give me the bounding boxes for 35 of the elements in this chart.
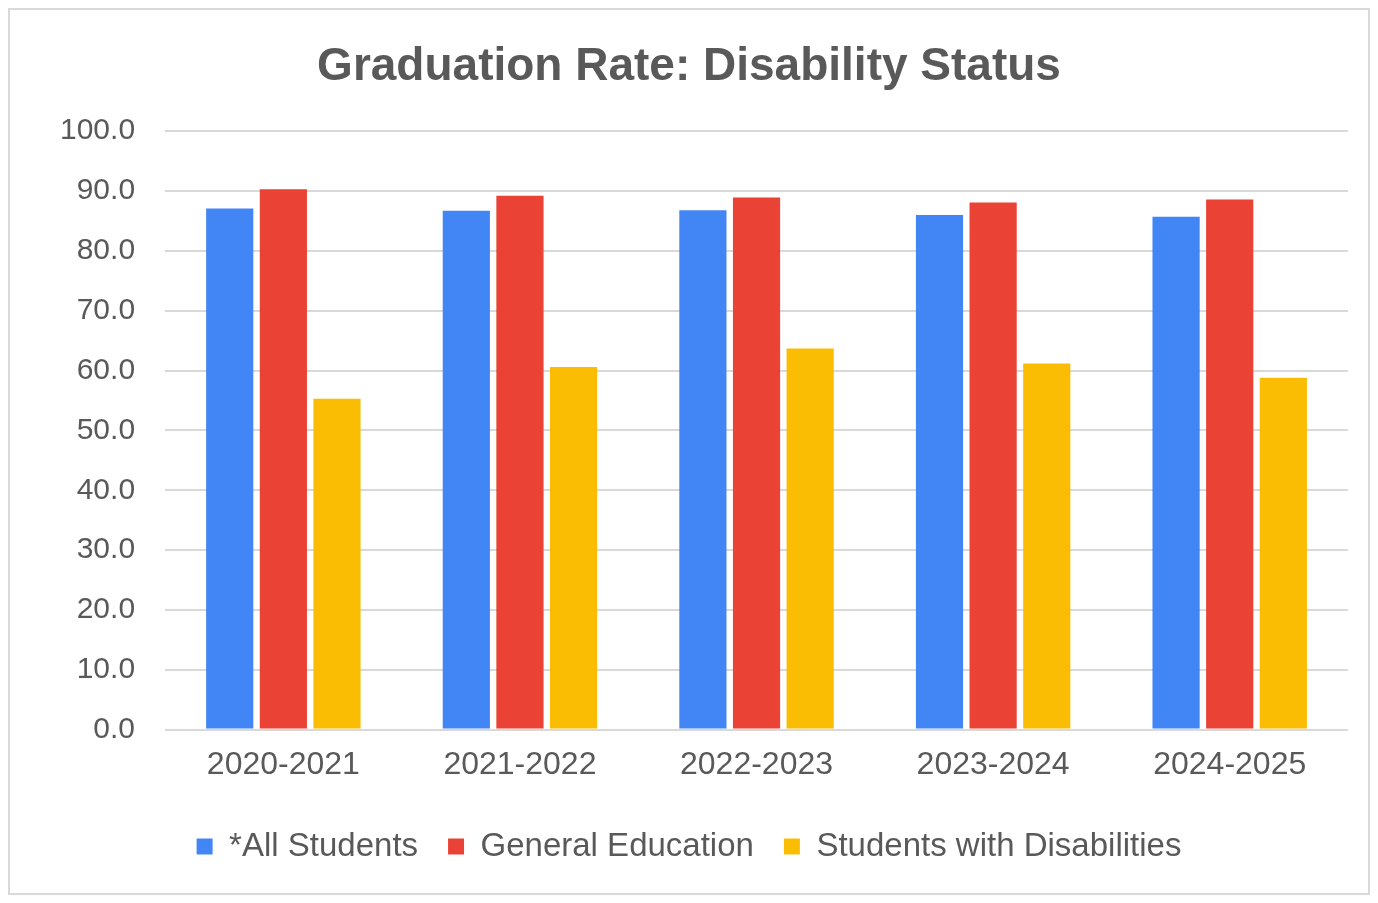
bar	[1152, 216, 1200, 729]
y-tick-label: 60.0	[76, 351, 136, 385]
bar	[915, 214, 964, 729]
y-tick-label: 40.0	[76, 471, 136, 505]
y-tick-label: 100.0	[60, 112, 136, 146]
bar	[259, 189, 307, 729]
x-tick-label: 2020-2021	[206, 744, 360, 781]
x-tick-label: 2022-2023	[680, 744, 834, 781]
y-tick-label: 50.0	[76, 411, 136, 445]
chart-title: Graduation Rate: Disability Status	[317, 38, 1061, 91]
x-tick-label: 2024-2025	[1153, 744, 1307, 781]
bar	[442, 210, 490, 729]
y-tick-label: 30.0	[76, 531, 136, 565]
legend-label: General Education	[480, 825, 754, 863]
bar	[206, 208, 254, 729]
y-tick-label: 90.0	[76, 172, 136, 206]
bar	[496, 195, 544, 729]
legend-label: *All Students	[229, 825, 419, 863]
bar	[969, 202, 1017, 729]
y-tick-label: 80.0	[76, 232, 136, 266]
bar	[1259, 377, 1307, 729]
y-tick-label: 20.0	[76, 591, 136, 625]
x-tick-label: 2021-2022	[443, 744, 597, 781]
bar	[549, 366, 598, 729]
y-tick-label: 0.0	[93, 710, 136, 744]
bar	[679, 210, 727, 729]
x-tick-label: 2023-2024	[916, 744, 1070, 781]
bar	[313, 398, 361, 729]
bar	[1206, 199, 1254, 729]
y-tick-label: 10.0	[76, 651, 136, 685]
y-tick-label: 70.0	[76, 291, 136, 325]
bar	[786, 348, 834, 729]
bar	[732, 197, 781, 729]
legend-label: Students with Disabilities	[816, 825, 1182, 863]
bar	[1023, 363, 1071, 729]
